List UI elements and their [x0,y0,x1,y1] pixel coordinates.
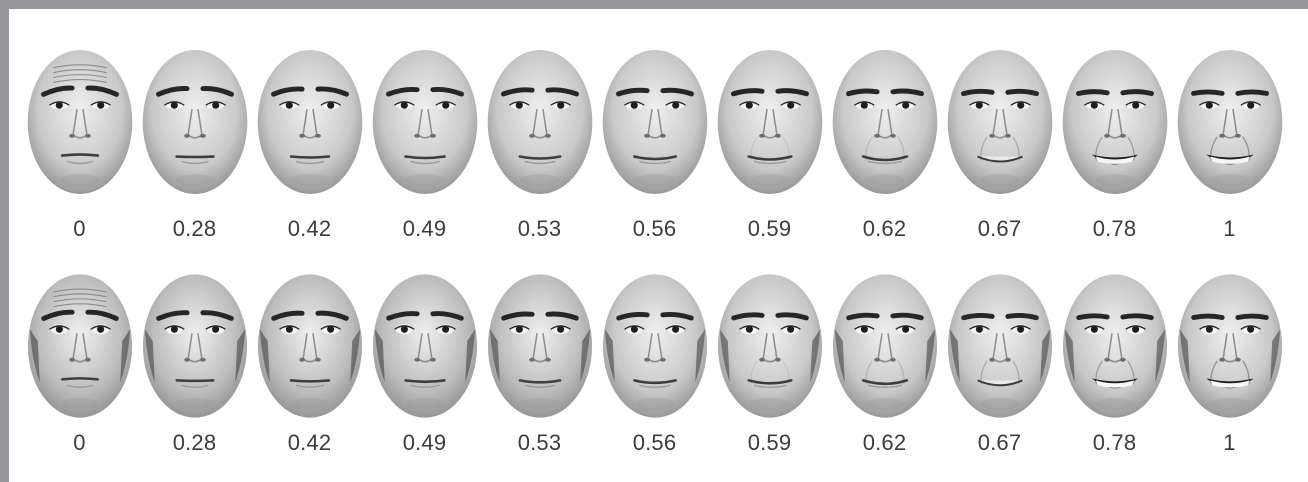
male-face-morph-icon [372,49,477,195]
face-cell: 0.28 [137,270,252,455]
morph-level-label: 0.56 [632,430,677,455]
male-face-morph-icon [717,49,822,195]
morph-level-label: 0.67 [977,216,1022,241]
face-cell: 0.49 [367,270,482,455]
male-face-morph-icon [947,49,1052,195]
morph-level-label: 1 [1223,216,1236,241]
face-cell: 0.42 [252,270,367,455]
morph-level-label: 0.59 [747,216,792,241]
morph-level-label: 0.53 [517,216,562,241]
morph-level-label: 0.49 [402,216,447,241]
male-face-morph-icon [487,49,592,195]
face-cell: 0.67 [942,48,1057,241]
morph-level-label: 0.78 [1092,430,1137,455]
female-face-morph-icon [487,274,592,418]
face-cell: 0.56 [597,270,712,455]
morph-level-label: 0.42 [287,430,332,455]
face-cell: 0 [22,48,137,241]
female-face-morph-icon [27,274,132,418]
face-cell: 1 [1172,48,1287,241]
face-cell: 0 [22,270,137,455]
morph-level-label: 0 [73,216,86,241]
face-cell: 0.53 [482,48,597,241]
male-face-morph-icon [602,49,707,195]
face-cell: 0.62 [827,48,942,241]
morph-level-label: 0.62 [862,430,907,455]
female-face-morph-icon [1062,274,1167,418]
morph-level-label: 0.28 [172,216,217,241]
morph-level-label: 0.67 [977,430,1022,455]
face-cell: 0.42 [252,48,367,241]
face-cell: 1 [1172,270,1287,455]
morph-level-label: 0 [73,430,86,455]
face-cell: 0.56 [597,48,712,241]
frame-left-border [0,0,9,482]
male-face-morph-icon [27,49,132,195]
face-cell: 0.59 [712,270,827,455]
female-face-morph-icon [142,274,247,418]
frame-top-border [0,0,1308,9]
male-face-morph-icon [832,49,937,195]
morph-level-label: 0.49 [402,430,447,455]
female-face-morph-icon [947,274,1052,418]
female-face-morph-icon [832,274,937,418]
face-cell: 0.67 [942,270,1057,455]
female-face-morph-icon [372,274,477,418]
male-face-morph-icon [1177,49,1282,195]
female-face-morph-icon [602,274,707,418]
morph-level-label: 0.62 [862,216,907,241]
morph-level-label: 0.59 [747,430,792,455]
face-cell: 0.49 [367,48,482,241]
morph-level-label: 0.56 [632,216,677,241]
morph-level-label: 0.53 [517,430,562,455]
face-cell: 0.62 [827,270,942,455]
female-face-morph-icon [1177,274,1282,418]
morph-level-label: 0.42 [287,216,332,241]
male-face-morph-icon [142,49,247,195]
face-cell: 0.78 [1057,48,1172,241]
face-cell: 0.53 [482,270,597,455]
male-face-morph-icon [1062,49,1167,195]
face-cell: 0.78 [1057,270,1172,455]
female-face-morph-icon [257,274,362,418]
morph-level-label: 0.78 [1092,216,1137,241]
female-face-morph-icon [717,274,822,418]
morph-level-label: 0.28 [172,430,217,455]
face-cell: 0.59 [712,48,827,241]
morph-level-label: 1 [1223,430,1236,455]
male-face-morph-icon [257,49,362,195]
face-cell: 0.28 [137,48,252,241]
